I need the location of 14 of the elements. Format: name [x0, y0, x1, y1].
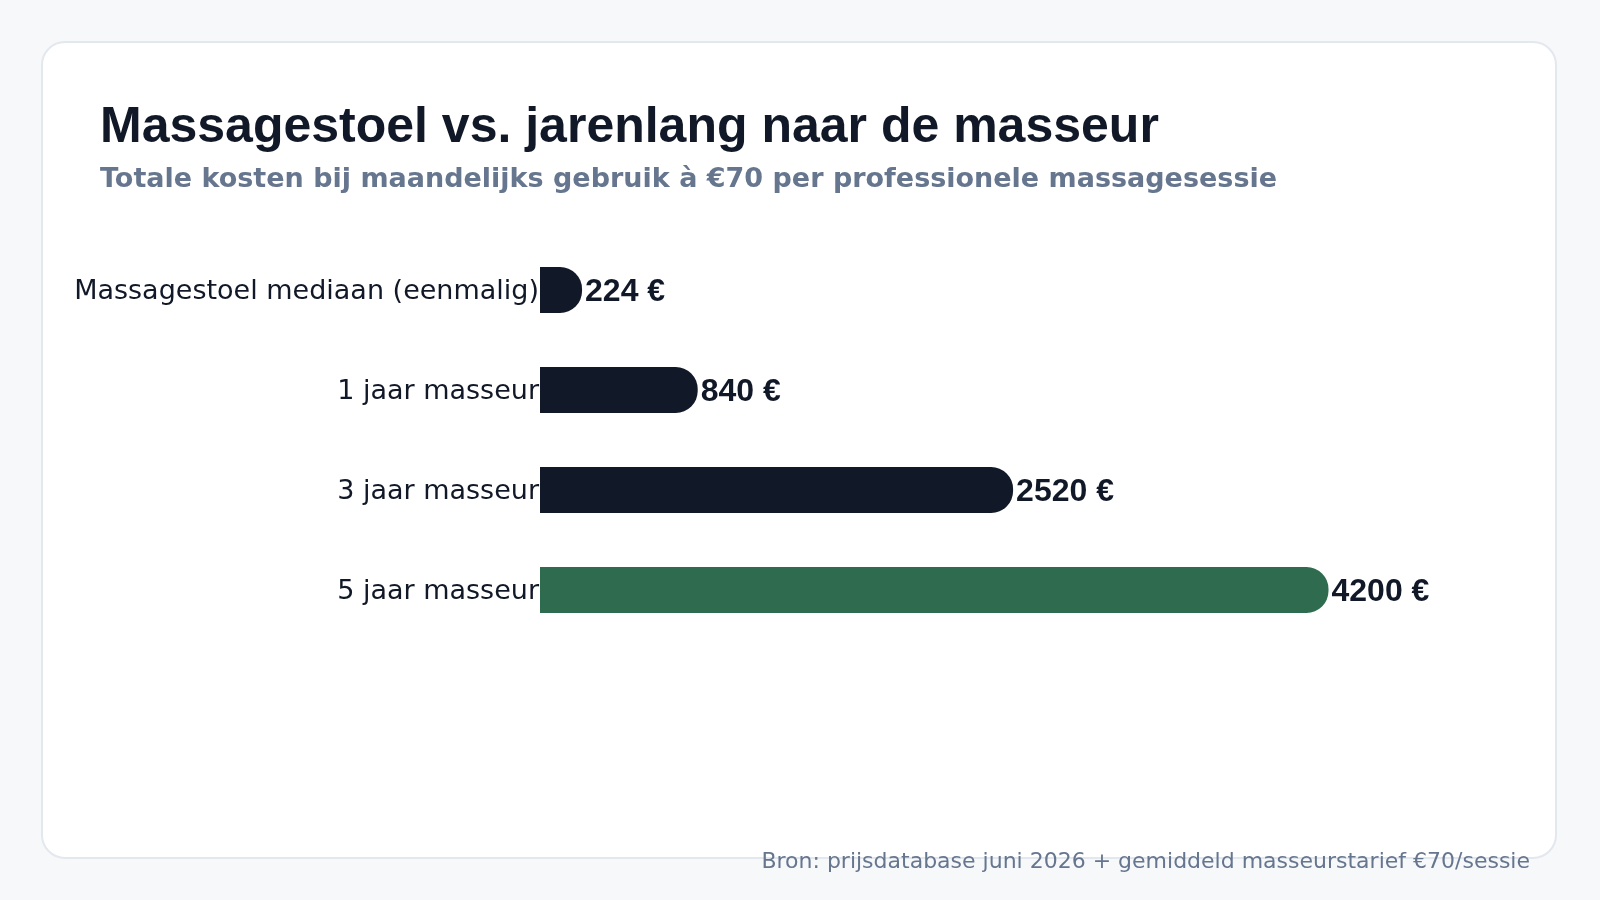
y-tick-label: 1 jaar masseur [337, 374, 540, 406]
y-tick-label: 3 jaar masseur [337, 474, 540, 506]
bar [540, 367, 698, 413]
y-tick-label: Massagestoel mediaan (eenmalig) [74, 274, 539, 306]
chart-title: Massagestoel vs. jarenlang naar de masseur [100, 96, 1159, 154]
chart-subtitle: Totale kosten bij maandelijks gebruik à €70 per professionele massagesessie [100, 162, 1278, 193]
data-label: 2520 € [1016, 472, 1115, 508]
y-tick-label: 5 jaar masseur [337, 574, 540, 606]
data-label: 4200 € [1331, 572, 1430, 608]
bar [540, 467, 1014, 513]
text: Bron: prijsdatabase juni 2026 + gemiddeld masseurstarief €70/sessie [761, 848, 1530, 873]
data-label: 840 € [700, 372, 781, 408]
bar [540, 567, 1329, 613]
data-label: 224 € [585, 272, 666, 308]
